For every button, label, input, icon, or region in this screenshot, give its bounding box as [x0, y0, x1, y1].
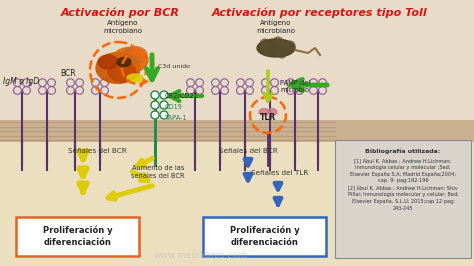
Bar: [0, 142, 474, 266]
Text: Antígeno
microbiano: Antígeno microbiano: [103, 20, 143, 34]
Text: CR2/CD21: CR2/CD21: [165, 93, 199, 99]
Ellipse shape: [127, 74, 143, 82]
Circle shape: [160, 101, 168, 109]
Text: Aumento de las
señales del BCR: Aumento de las señales del BCR: [131, 165, 185, 178]
Circle shape: [160, 91, 168, 99]
Circle shape: [278, 50, 286, 58]
Text: Antígeno
microbiano: Antígeno microbiano: [256, 20, 295, 34]
Ellipse shape: [117, 57, 131, 66]
Ellipse shape: [108, 62, 136, 82]
Ellipse shape: [123, 47, 147, 63]
Text: Bibliografía utilizada:: Bibliografía utilizada:: [365, 148, 441, 153]
Text: PAMP del
microbio: PAMP del microbio: [280, 80, 310, 94]
Circle shape: [151, 111, 159, 119]
Circle shape: [151, 101, 159, 109]
Text: Activación por BCR: Activación por BCR: [61, 8, 180, 19]
Text: CD19: CD19: [165, 104, 183, 110]
Ellipse shape: [267, 109, 277, 115]
Text: C3d unido: C3d unido: [158, 64, 190, 69]
Text: IgM o IgD: IgM o IgD: [3, 77, 39, 86]
Circle shape: [285, 41, 295, 51]
Text: www.medilibros.com: www.medilibros.com: [153, 251, 247, 260]
Text: Señales del TLR: Señales del TLR: [251, 170, 309, 176]
Text: Señales del BCR: Señales del BCR: [68, 148, 127, 154]
Text: [1] Abul K. Abbas ; Andrew H.Lichman;
Inmunologia celular y molecular ;5ed;
Else: [1] Abul K. Abbas ; Andrew H.Lichman; In…: [348, 158, 458, 211]
Ellipse shape: [96, 53, 140, 84]
Ellipse shape: [98, 55, 118, 69]
Text: BCR: BCR: [60, 69, 76, 77]
Circle shape: [264, 48, 272, 56]
Circle shape: [160, 111, 168, 119]
Text: Proliferación y
diferenciación: Proliferación y diferenciación: [43, 225, 113, 247]
Text: TLR: TLR: [260, 113, 276, 122]
Text: Señales del BCR: Señales del BCR: [219, 148, 277, 154]
Text: Activación por receptores tipo Toll: Activación por receptores tipo Toll: [212, 8, 428, 19]
FancyBboxPatch shape: [203, 217, 327, 256]
Circle shape: [260, 39, 270, 49]
FancyBboxPatch shape: [17, 217, 139, 256]
Circle shape: [151, 91, 159, 99]
Ellipse shape: [112, 47, 148, 73]
Text: TAPA-1: TAPA-1: [165, 115, 188, 121]
Bar: [335, 140, 471, 258]
Bar: [0, 0, 474, 120]
Ellipse shape: [257, 39, 295, 57]
Ellipse shape: [259, 109, 269, 115]
Bar: [0, 120, 474, 142]
Text: Proliferación y
diferenciación: Proliferación y diferenciación: [230, 225, 300, 247]
Circle shape: [273, 37, 283, 47]
